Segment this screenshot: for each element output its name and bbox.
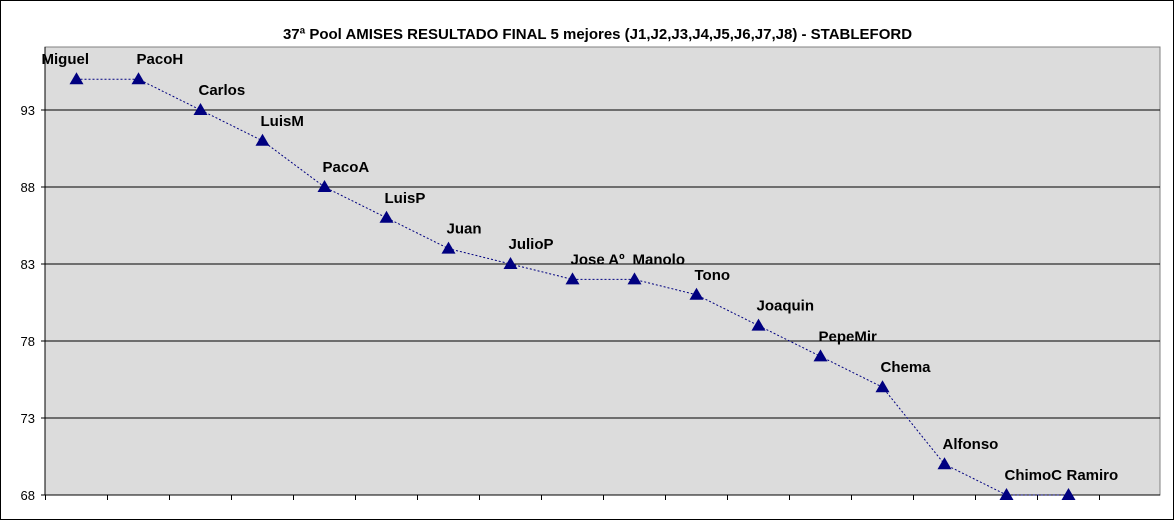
y-axis: 68 73 78 83 88 93 [21, 47, 46, 503]
data-point [689, 287, 704, 300]
point-labels: Miguel PacoH Carlos LuisM PacoA LuisP Juan Juli… [42, 51, 1119, 484]
data-label: Jose Aº [571, 251, 626, 268]
data-point [193, 103, 208, 115]
plot-area [44, 46, 1161, 496]
chart-title: 37ª Pool AMISES RESULTADO FINAL 5 mejore… [282, 26, 913, 43]
y-tick-label: 83 [21, 257, 35, 272]
data-label: Carlos [199, 82, 246, 99]
y-tick-label: 88 [21, 180, 35, 195]
data-label: LuisP [385, 190, 426, 207]
data-label: Alfonso [943, 436, 999, 453]
data-point [565, 272, 580, 285]
data-point [255, 133, 270, 146]
data-point [131, 72, 146, 85]
data-point [999, 488, 1014, 500]
x-axis [45, 494, 1160, 500]
data-label: Ramiro [1067, 467, 1119, 484]
data-point [1061, 488, 1076, 500]
data-label: ChimoC [1005, 467, 1063, 484]
data-label: JulioP [509, 236, 554, 253]
data-point [503, 257, 518, 269]
y-tick-label: 78 [21, 334, 35, 349]
y-tick-label: 93 [21, 103, 35, 118]
data-label: PacoH [137, 51, 184, 68]
data-label: Miguel [42, 51, 90, 68]
data-point [379, 210, 394, 223]
data-label: PacoA [323, 159, 370, 176]
data-label: Manolo [633, 251, 686, 268]
data-label: PepeMir [819, 328, 878, 345]
data-point [875, 380, 890, 393]
y-tick-label: 68 [21, 488, 35, 503]
data-label: Tono [695, 267, 731, 284]
data-label: Joaquin [757, 298, 815, 315]
data-point [813, 349, 828, 362]
data-point [751, 318, 766, 331]
series-markers [69, 72, 1076, 500]
data-point [317, 180, 332, 192]
data-point [441, 241, 456, 254]
data-point [937, 457, 952, 470]
gridlines [45, 109, 1160, 419]
data-label: LuisM [261, 113, 304, 130]
y-tick-label: 73 [21, 411, 35, 426]
data-point [627, 272, 642, 285]
data-label: Chema [881, 359, 932, 376]
data-label: Juan [447, 221, 482, 238]
data-point [69, 72, 84, 85]
